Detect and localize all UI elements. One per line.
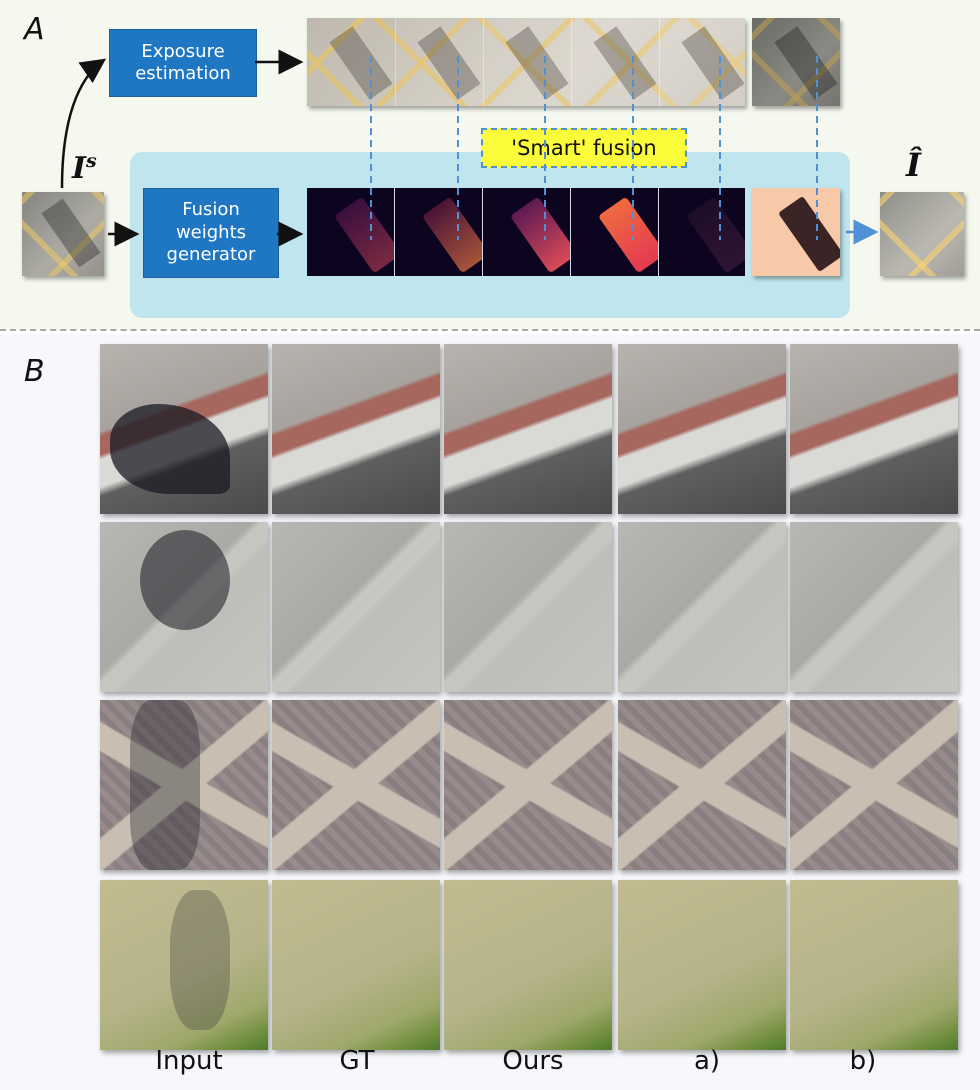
panel-a-connectors bbox=[60, 49, 879, 247]
grid-image-r3-c1 bbox=[100, 700, 268, 870]
exposure-stack-strip bbox=[307, 18, 745, 106]
grid-image-r3-c2 bbox=[272, 700, 440, 870]
grid-image-r1-c2 bbox=[272, 344, 440, 514]
input-shadow-r3 bbox=[130, 700, 200, 870]
input-symbol-letter: I bbox=[72, 151, 87, 186]
grid-image-r1-c1 bbox=[100, 344, 268, 514]
column-label-b: b) bbox=[849, 1046, 877, 1076]
column-label-gt: GT bbox=[339, 1046, 375, 1076]
grid-image-r4-c1 bbox=[100, 880, 268, 1050]
panel-a-label: A bbox=[24, 12, 45, 47]
weight-map-final bbox=[752, 188, 840, 276]
grid-image-r4-c5 bbox=[790, 880, 958, 1050]
weight-map-1 bbox=[307, 188, 395, 276]
exposure-estimation-box: Exposure estimation bbox=[109, 29, 257, 97]
fusion-weights-strip bbox=[307, 188, 745, 276]
weight-map-3 bbox=[483, 188, 571, 276]
fusion-weights-generator-box: Fusion weights generator bbox=[143, 188, 279, 278]
input-shadow-r1 bbox=[110, 404, 230, 494]
panel-b-label: B bbox=[24, 354, 45, 389]
output-symbol: Î bbox=[906, 146, 921, 184]
input-symbol: Is bbox=[72, 150, 97, 186]
grid-image-r2-c4 bbox=[618, 522, 786, 692]
input-symbol-superscript: s bbox=[86, 150, 97, 172]
grid-image-r2-c2 bbox=[272, 522, 440, 692]
fusion-weights-generator-label: Fusion weights generator bbox=[166, 199, 256, 266]
exposure-frame-2 bbox=[395, 18, 484, 106]
grid-image-r3-c4 bbox=[618, 700, 786, 870]
exposure-frame-dark bbox=[752, 18, 840, 106]
column-label-a: a) bbox=[693, 1046, 721, 1076]
input-image-thumb bbox=[22, 192, 104, 276]
grid-image-r2-c3 bbox=[444, 522, 612, 692]
grid-image-r4-c2 bbox=[272, 880, 440, 1050]
grid-image-r4-c4 bbox=[618, 880, 786, 1050]
column-label-input: Input bbox=[155, 1046, 223, 1076]
exposure-frame-3 bbox=[483, 18, 572, 106]
exposure-frame-1 bbox=[307, 18, 396, 106]
grid-image-r3-c5 bbox=[790, 700, 958, 870]
weight-map-4 bbox=[571, 188, 659, 276]
exposure-frame-5 bbox=[659, 18, 745, 106]
input-shadow-r4 bbox=[170, 890, 230, 1030]
weight-map-2 bbox=[395, 188, 483, 276]
grid-image-r2-c5 bbox=[790, 522, 958, 692]
exposure-frame-4 bbox=[571, 18, 660, 106]
exposure-estimation-label: Exposure estimation bbox=[135, 40, 231, 85]
grid-image-r1-c3 bbox=[444, 344, 612, 514]
panel-divider bbox=[0, 329, 980, 331]
grid-image-r2-c1 bbox=[100, 522, 268, 692]
grid-image-r1-c4 bbox=[618, 344, 786, 514]
column-label-ours: Ours bbox=[502, 1046, 564, 1076]
input-shadow-r2 bbox=[140, 530, 230, 630]
grid-image-r1-c5 bbox=[790, 344, 958, 514]
weight-map-5 bbox=[659, 188, 745, 276]
grid-image-r3-c3 bbox=[444, 700, 612, 870]
output-image-thumb bbox=[880, 192, 964, 276]
grid-image-r4-c3 bbox=[444, 880, 612, 1050]
